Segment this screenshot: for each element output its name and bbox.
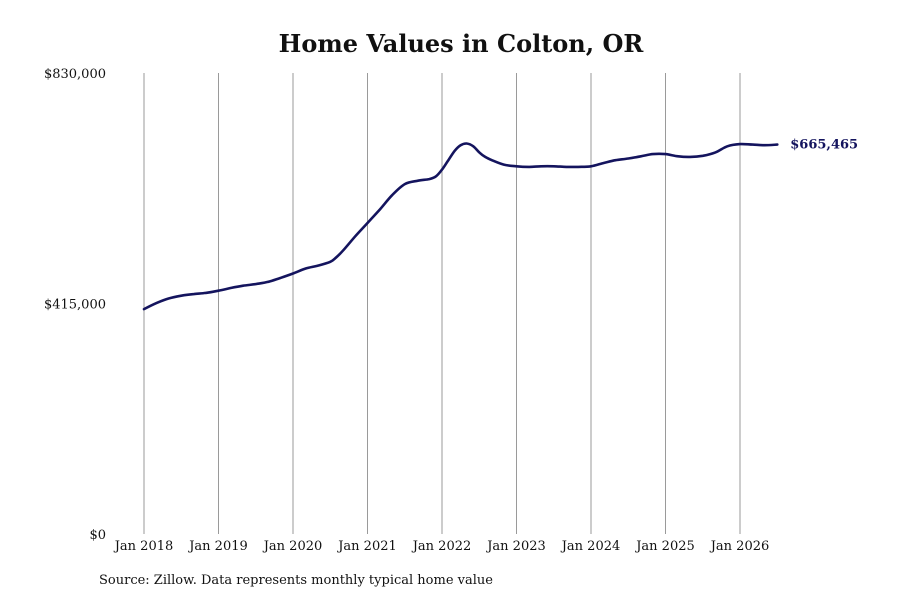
- home-value-line: [142, 142, 779, 311]
- x-tick-label: Jan 2025: [634, 539, 695, 554]
- x-tick-label: Jan 2021: [336, 539, 397, 554]
- x-tick-label: Jan 2026: [709, 539, 770, 554]
- x-tick-label: Jan 2024: [560, 539, 621, 554]
- end-value-label: $665,465: [790, 138, 858, 153]
- x-tick-label: Jan 2022: [411, 539, 472, 554]
- x-tick-label: Jan 2019: [187, 539, 248, 554]
- source-note: Source: Zillow. Data represents monthly …: [99, 573, 493, 588]
- y-axis-ticks: $0 $415,000 $830,000: [44, 67, 106, 543]
- chart-title: Home Values in Colton, OR: [279, 29, 645, 58]
- y-tick-label: $830,000: [44, 67, 106, 82]
- x-tick-label: Jan 2020: [262, 539, 323, 554]
- x-tick-label: Jan 2023: [485, 539, 546, 554]
- y-tick-label: $0: [89, 528, 106, 543]
- gridlines: [143, 73, 741, 534]
- x-tick-label: Jan 2018: [113, 539, 174, 554]
- x-axis-ticks: Jan 2018 Jan 2019 Jan 2020 Jan 2021 Jan 2022…: [113, 539, 770, 554]
- y-tick-label: $415,000: [44, 298, 106, 313]
